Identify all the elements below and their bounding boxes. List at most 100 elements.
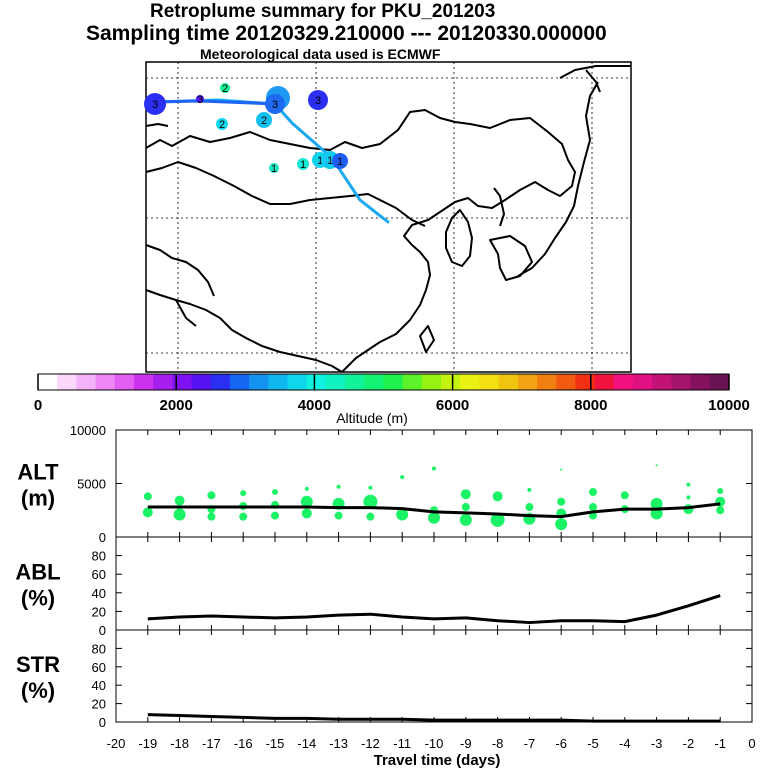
map-marker-label: 1 <box>300 159 306 171</box>
colorbar-swatch <box>594 374 615 390</box>
colorbar-tick-label: 10000 <box>708 397 750 414</box>
trajectory-map: 1111122223333 <box>144 61 632 373</box>
scatter-point <box>525 503 534 512</box>
colorbar-swatch <box>191 374 212 390</box>
x-tick-label: -18 <box>170 736 189 751</box>
panel-frame <box>115 629 753 723</box>
scatter-point <box>620 491 629 500</box>
scatter-point <box>207 512 216 521</box>
scatter-point <box>363 494 378 509</box>
scatter-point <box>272 489 278 496</box>
x-tick-label: 0 <box>748 736 755 751</box>
colorbar-swatch <box>421 374 442 390</box>
colorbar-swatch <box>287 374 308 390</box>
x-tick-label: -19 <box>138 736 157 751</box>
colorbar-swatch <box>709 374 730 390</box>
map-marker-label: 1 <box>327 155 333 167</box>
x-tick-label: -7 <box>524 736 536 751</box>
scatter-point <box>589 503 597 512</box>
colorbar-swatch <box>172 374 193 390</box>
scatter-point <box>301 508 312 519</box>
map-marker-label: 1 <box>271 163 277 175</box>
map-marker-label: 2 <box>222 83 228 95</box>
scatter-point <box>396 508 409 521</box>
colorbar-swatch <box>38 374 58 390</box>
x-tick-label: -20 <box>107 736 126 751</box>
panel-unit: (%) <box>21 678 55 703</box>
scatter-point <box>368 485 373 490</box>
trajectory-markers: 1111122223333 <box>144 83 348 175</box>
y-tick-label: 20 <box>92 697 106 712</box>
x-tick-label: -6 <box>555 736 567 751</box>
scatter-point <box>459 513 472 526</box>
map-borders <box>145 65 631 373</box>
y-tick-label: 5000 <box>77 477 106 492</box>
x-axis-label: Travel time (days) <box>374 752 501 768</box>
scatter-point <box>334 511 343 520</box>
scatter-point <box>366 512 375 521</box>
colorbar-swatch <box>441 374 461 390</box>
scatter-point <box>716 506 725 515</box>
scatter-point <box>142 507 153 518</box>
map-marker <box>265 94 285 114</box>
scatter-point <box>173 508 186 521</box>
scatter-point <box>490 512 505 527</box>
colorbar-swatch <box>210 374 231 390</box>
colorbar-swatch <box>95 374 116 390</box>
scatter-point <box>686 495 691 500</box>
series-line-str <box>147 713 721 723</box>
map-marker <box>297 158 309 170</box>
scatter-point <box>686 482 691 487</box>
x-tick-label: -1 <box>714 736 726 751</box>
colorbar-swatch <box>479 374 500 390</box>
colorbar-swatch <box>153 374 173 390</box>
scatter-point <box>557 497 566 506</box>
map-marker-label: 3 <box>152 99 158 111</box>
scatter-point <box>555 518 568 531</box>
x-tick-label: -12 <box>361 736 380 751</box>
colorbar-swatch <box>325 374 346 390</box>
map-marker-label: 1 <box>337 156 343 168</box>
map-marker-label: 1 <box>317 155 323 167</box>
map-marker <box>269 163 279 173</box>
map-marker <box>216 118 228 130</box>
map-marker-label: 2 <box>219 119 225 131</box>
map-marker-label: 3 <box>272 99 278 111</box>
scatter-point <box>527 487 532 492</box>
scatter-point <box>717 487 724 494</box>
scatter-point <box>460 489 471 500</box>
panel-abl: 80 60 40 20 0 ABL(%) <box>15 536 753 638</box>
map-marker <box>196 95 204 103</box>
x-tick-label: -15 <box>266 736 285 751</box>
scatter-point <box>143 492 152 501</box>
sampling-time: Sampling time 20120329.210000 --- 201203… <box>86 22 607 45</box>
panel-unit: (%) <box>21 586 55 611</box>
y-tick-label: 10000 <box>70 423 106 438</box>
scatter-point <box>239 512 248 521</box>
colorbar-swatch <box>114 374 135 390</box>
panel-unit: (m) <box>21 486 55 511</box>
colorbar-swatch <box>364 374 384 390</box>
scatter-point <box>655 464 658 467</box>
scatter-point <box>461 503 470 512</box>
x-tick-label: -9 <box>460 736 472 751</box>
y-tick-label: 80 <box>92 549 106 564</box>
colorbar-swatch <box>498 374 519 390</box>
colorbar-tick-label: 0 <box>34 397 42 414</box>
x-tick-label: -10 <box>425 736 444 751</box>
series-line-abl <box>147 594 721 625</box>
x-tick-label: -14 <box>297 736 316 751</box>
colorbar-swatch <box>133 374 154 390</box>
y-tick-label: 60 <box>92 660 106 675</box>
scatter-point <box>432 466 436 471</box>
x-tick-label: -17 <box>202 736 221 751</box>
colorbar-swatch <box>345 374 365 390</box>
colorbar-swatch <box>517 374 538 390</box>
trajectory-1 <box>153 98 390 224</box>
map-marker <box>332 153 348 169</box>
scatter-point <box>271 511 279 520</box>
colorbar-swatch <box>633 374 653 390</box>
colorbar-tick-label: 6000 <box>436 397 469 414</box>
colorbar-swatch <box>57 374 77 390</box>
x-tick-label: -3 <box>651 736 663 751</box>
